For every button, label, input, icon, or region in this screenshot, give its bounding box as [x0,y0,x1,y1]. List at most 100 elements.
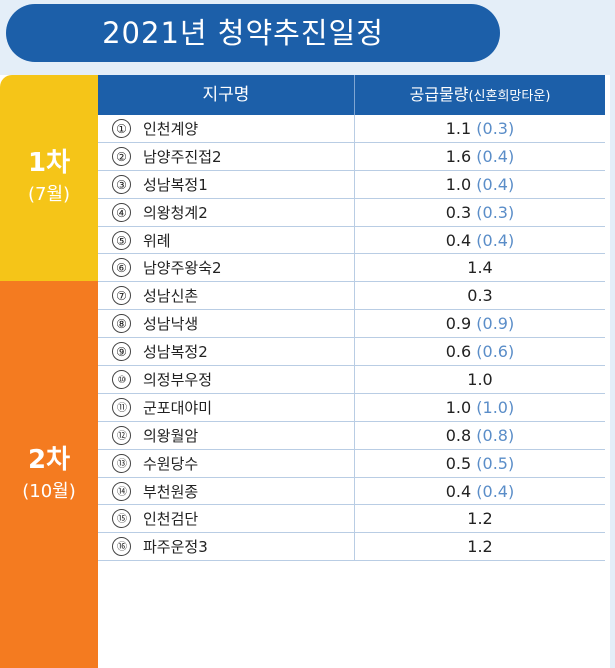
table-row: ② 남양주진접2 1.6 (0.4) [98,142,605,171]
row-number: ⑬ [112,453,131,473]
table-row: ⑤ 위례 0.4 (0.4) [98,226,605,255]
district-name: 인천검단 [143,510,199,529]
supply-cell: 1.1 (0.3) [354,115,605,142]
supply-cell: 0.9 (0.9) [354,310,605,338]
newlywed-value: (0.4) [476,230,515,250]
supply-cell: 0.4 (0.4) [354,226,605,254]
district-cell: ⑯ 파주운정3 [98,533,354,560]
table-row: ⑩ 의정부우정 1.0 [98,366,605,394]
supply-value: 1.4 [467,258,493,278]
table-row: ④ 의왕청계2 0.3 (0.3) [98,198,605,227]
supply-cell: 0.3 (0.3) [354,198,605,226]
phase-1-label: 1차 (7월) [0,75,98,281]
table-row: ⑨ 성남복정2 0.6 (0.6) [98,338,605,367]
district-cell: ③ 성남복정1 [98,171,354,198]
supply-cell: 1.6 (0.4) [354,142,605,170]
district-name: 부천원종 [143,482,199,501]
table-row: ③ 성남복정1 1.0 (0.4) [98,170,605,199]
table-row: ⑧ 성남낙생 0.9 (0.9) [98,310,605,339]
district-cell: ⑮ 인천검단 [98,505,354,532]
row-number: ⑯ [112,537,131,557]
phase-name: 1차 [27,148,70,179]
supply-value: 0.6 [445,342,472,362]
newlywed-value: (0.8) [476,425,515,445]
district-name: 남양주진접2 [143,147,222,166]
district-cell: ④ 의왕청계2 [98,199,354,226]
newlywed-value: (0.3) [476,119,515,138]
district-name: 군포대야미 [143,398,213,417]
row-number: ⑭ [112,481,131,501]
district-name: 성남신촌 [143,287,199,306]
supply-value: 0.4 [445,230,472,250]
supply-value: 1.2 [467,537,493,557]
row-number: ⑥ [112,258,131,278]
phase-name: 2차 [27,444,70,475]
table-row: ⑮ 인천검단 1.2 [98,505,605,534]
phase-period: (7월) [27,184,71,206]
district-cell: ⑪ 군포대야미 [98,394,354,421]
newlywed-value: (0.4) [476,174,515,194]
table-body: ① 인천계양 1.1 (0.3) ② 남양주진접2 1.6 (0.4) ③ 성남복정1 1.0 … [98,115,605,562]
supply-value: 1.0 [445,174,472,194]
table-row: ⑦ 성남신촌 0.3 [98,282,605,311]
supply-cell: 1.2 [354,533,605,561]
district-name: 남양주왕숙2 [143,259,222,278]
supply-value: 0.5 [445,453,472,473]
district-name: 성남복정1 [143,175,208,194]
district-name: 의정부우정 [143,370,213,389]
supply-value: 0.8 [445,425,472,445]
district-name: 수원당수 [143,454,199,473]
table-header: 지구명 공급물량(신혼희망타운) [98,75,605,115]
row-number: ② [112,146,131,166]
district-cell: ⑦ 성남신촌 [98,282,354,309]
district-cell: ① 인천계양 [98,115,354,142]
supply-cell: 1.0 (0.4) [354,170,605,198]
table-row: ⑯ 파주운정3 1.2 [98,533,605,562]
supply-value: 0.3 [467,286,493,306]
supply-value: 1.6 [445,146,472,166]
supply-cell: 0.8 (0.8) [354,421,605,449]
supply-column-header: 공급물량(신혼희망타운) [354,75,605,115]
supply-cell: 1.4 [354,254,605,282]
district-cell: ② 남양주진접2 [98,143,354,170]
row-number: ① [112,118,131,138]
district-name: 인천계양 [143,119,199,138]
district-cell: ⑤ 위례 [98,227,354,254]
supply-value: 1.2 [467,509,493,529]
supply-value: 1.0 [467,370,493,390]
table-row: ① 인천계양 1.1 (0.3) [98,115,605,143]
row-number: ④ [112,202,131,222]
newlywed-value: (0.4) [476,146,515,166]
supply-value: 0.3 [445,202,472,222]
schedule-table: 지구명 공급물량(신혼희망타운) ① 인천계양 1.1 (0.3) ② 남양주진접2 1.… [98,75,605,562]
row-number: ⑩ [112,369,131,389]
district-name: 파주운정3 [143,538,208,557]
supply-cell: 0.5 (0.5) [354,449,605,477]
newlywed-value: (0.4) [476,481,515,501]
district-cell: ⑨ 성남복정2 [98,338,354,365]
phase-2-label: 2차 (10월) [0,281,98,668]
district-name: 성남복정2 [143,343,208,362]
district-name: 의왕월암 [143,426,199,445]
row-number: ⑤ [112,230,131,250]
district-cell: ⑩ 의정부우정 [98,366,354,393]
supply-header-note: (신혼희망타운) [468,89,551,104]
supply-value: 0.4 [445,481,472,501]
table-row: ⑬ 수원당수 0.5 (0.5) [98,449,605,478]
row-number: ⑮ [112,509,131,529]
table-row: ⑫ 의왕월암 0.8 (0.8) [98,421,605,450]
supply-cell: 1.0 (1.0) [354,393,605,421]
supply-value: 0.9 [445,314,472,334]
district-name: 성남낙생 [143,315,199,334]
district-column-header: 지구명 [202,85,250,105]
table-row: ⑥ 남양주왕숙2 1.4 [98,254,605,283]
district-name: 위례 [143,231,171,250]
newlywed-value: (0.6) [476,342,515,362]
row-number: ⑪ [112,397,131,417]
district-name: 의왕청계2 [143,203,208,222]
district-cell: ⑥ 남양주왕숙2 [98,254,354,281]
row-number: ⑦ [112,286,131,306]
supply-cell: 1.0 [354,366,605,393]
district-cell: ⑬ 수원당수 [98,450,354,477]
page-title: 2021년 청약추진일정 [6,4,500,62]
